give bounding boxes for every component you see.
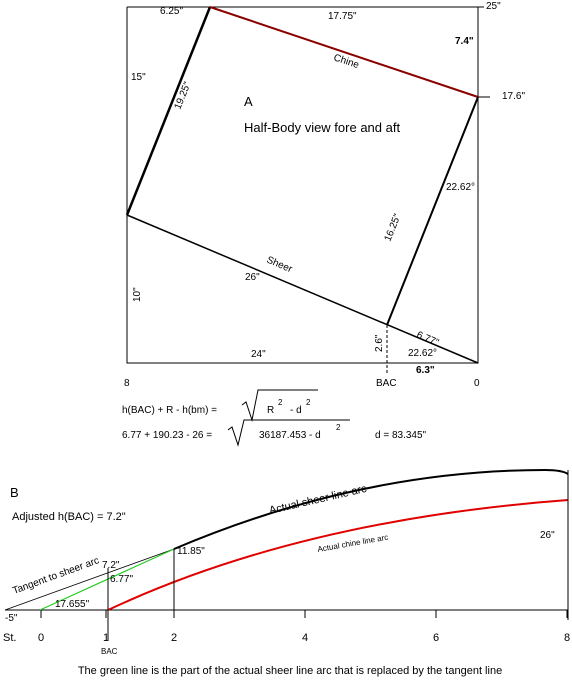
label: Actual sheer line arc	[268, 483, 368, 517]
label: 2.6"	[374, 334, 385, 352]
tick-label: 1	[103, 632, 109, 644]
label: 17.655"	[55, 599, 90, 610]
label: 24"	[251, 349, 266, 360]
formula: 2	[278, 398, 283, 407]
label: 17.75"	[328, 11, 357, 22]
label: 22.62°	[446, 182, 475, 193]
label: BAC	[101, 647, 118, 656]
label: 6.77"	[415, 330, 441, 349]
label: 22.62°	[408, 348, 437, 359]
label: 0	[474, 378, 480, 389]
label: A	[244, 94, 253, 109]
label: 7.2"	[102, 560, 120, 571]
label: St.	[3, 632, 16, 644]
chine-arc	[107, 499, 569, 611]
label: BAC	[376, 378, 397, 389]
tangent-line	[4, 548, 175, 611]
formula: R	[267, 405, 274, 416]
tick-label: 8	[564, 632, 570, 644]
tick-label: 6	[433, 632, 439, 644]
chine-line	[209, 6, 479, 98]
label: Tangent to sheer arc	[11, 555, 100, 597]
label: 10"	[132, 287, 143, 302]
edge	[386, 96, 479, 326]
label: 8	[124, 378, 130, 389]
label: 7.4"	[455, 36, 474, 47]
frame	[126, 7, 479, 364]
label: -5"	[5, 613, 18, 624]
label: 17.6"	[502, 91, 525, 102]
label: 6.3"	[416, 365, 435, 376]
tick-label: 0	[38, 632, 44, 644]
label: 25"	[486, 1, 501, 12]
label: 6.25"	[160, 6, 183, 17]
green-line	[39, 548, 175, 611]
tick-label: 4	[302, 632, 308, 644]
label: Sheer	[265, 255, 294, 276]
label: Adjusted h(BAC) = 7.2"	[12, 511, 126, 523]
diagram-a: 6.25" 17.75" 25" 7.4" Chine 17.6" 15" 19…	[124, 1, 525, 389]
formula: d = 83.345"	[375, 430, 427, 441]
title: Half-Body view fore and aft	[244, 120, 400, 135]
formula: - d	[290, 405, 302, 416]
label: 26"	[540, 530, 555, 541]
label: 26"	[245, 272, 260, 283]
diagram-b: 0 1 2 4 6 8 B Adjusted h(BAC) = 7.2" Tangent …	[3, 468, 570, 656]
formula: 2	[336, 423, 341, 432]
sheer-arc	[173, 468, 569, 550]
label: 6.77"	[110, 574, 133, 585]
caption: The green line is the part of the actual…	[78, 665, 502, 677]
formula: h(BAC) + R - h(bm) =	[122, 405, 217, 416]
label: 11.85"	[177, 546, 205, 557]
label: 16.25"	[383, 212, 404, 243]
radical	[227, 419, 350, 447]
label: B	[10, 485, 19, 500]
label: 15"	[131, 72, 146, 83]
formula: 36187.453 - d	[259, 430, 321, 441]
formula: 6.77 + 190.23 - 26 =	[122, 430, 212, 441]
sheer-line	[126, 214, 479, 364]
formula: 2	[306, 398, 311, 407]
tick-label: 2	[171, 632, 177, 644]
edge	[125, 6, 212, 216]
formulas: h(BAC) + R - h(bm) = R 2 - d 2 6.77 + 19…	[122, 389, 427, 447]
